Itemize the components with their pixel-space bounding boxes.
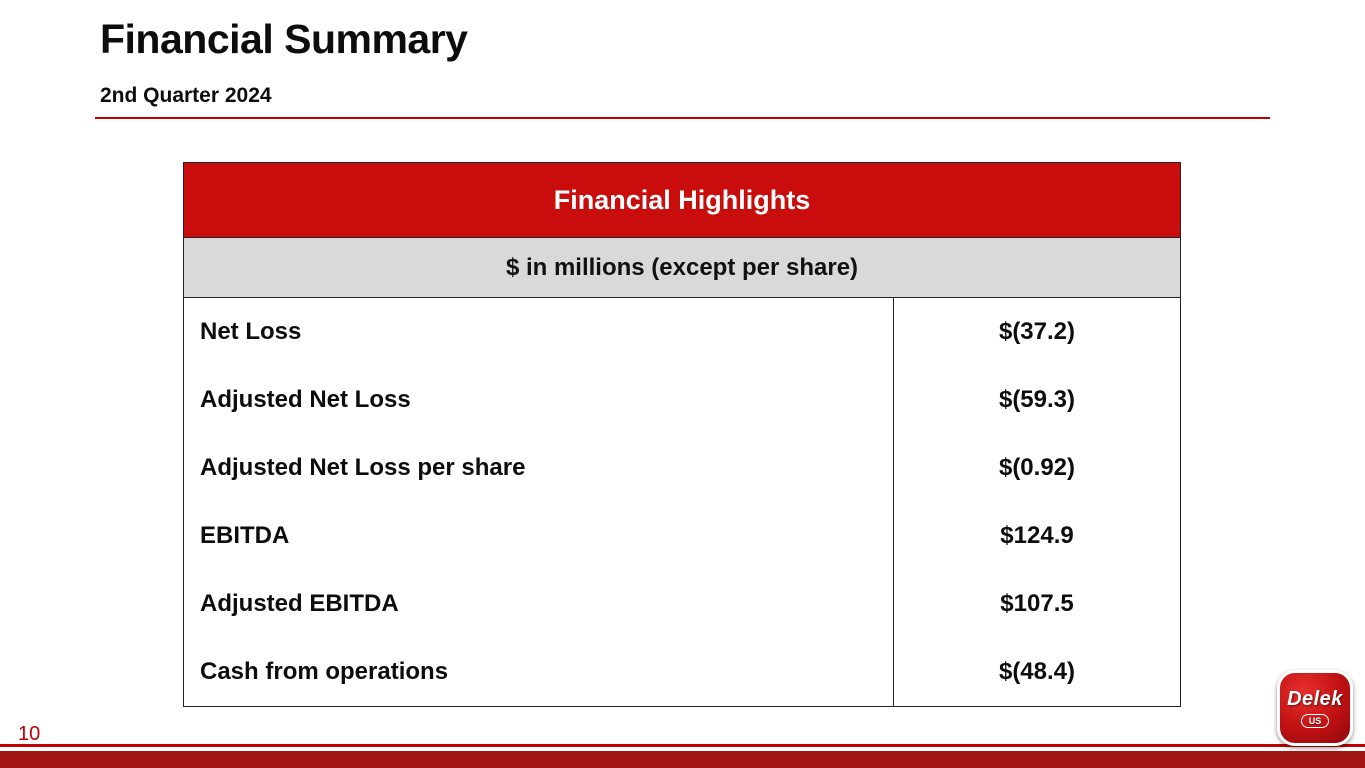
delek-logo: Delek US: [1277, 670, 1353, 746]
table-row: Adjusted Net Loss per share $(0.92): [184, 434, 1180, 502]
row-label: Adjusted Net Loss per share: [200, 454, 526, 481]
row-value: $124.9: [893, 502, 1180, 570]
table-row: Adjusted Net Loss $(59.3): [184, 366, 1180, 434]
table-header: Financial Highlights: [184, 163, 1180, 238]
row-value: $(48.4): [893, 638, 1180, 706]
row-label: Adjusted Net Loss: [200, 386, 411, 413]
row-label: Cash from operations: [200, 658, 449, 685]
row-value: $(59.3): [893, 366, 1180, 434]
row-value: $107.5: [893, 570, 1180, 638]
footer-bar: [0, 751, 1365, 768]
table-row: EBITDA $124.9: [184, 502, 1180, 570]
row-label: Adjusted EBITDA: [200, 590, 399, 617]
page-subtitle: 2nd Quarter 2024: [100, 84, 272, 107]
row-label: Net Loss: [200, 318, 302, 345]
delek-logo-us-badge: US: [1300, 714, 1330, 728]
table-row: Net Loss $(37.2): [184, 298, 1180, 366]
table-subheader: $ in millions (except per share): [184, 238, 1180, 298]
title-divider: [95, 117, 1270, 119]
row-value: $(37.2): [893, 298, 1180, 366]
row-value: $(0.92): [893, 434, 1180, 502]
table-row: Cash from operations $(48.4): [184, 638, 1180, 706]
page-title: Financial Summary: [100, 16, 468, 62]
delek-logo-brand-text: Delek: [1287, 688, 1343, 710]
financial-highlights-table: Financial Highlights $ in millions (exce…: [183, 162, 1181, 707]
row-label: EBITDA: [200, 522, 290, 549]
footer-accent-line: [0, 744, 1365, 747]
table-row: Adjusted EBITDA $107.5: [184, 570, 1180, 638]
page-number: 10: [18, 723, 41, 745]
